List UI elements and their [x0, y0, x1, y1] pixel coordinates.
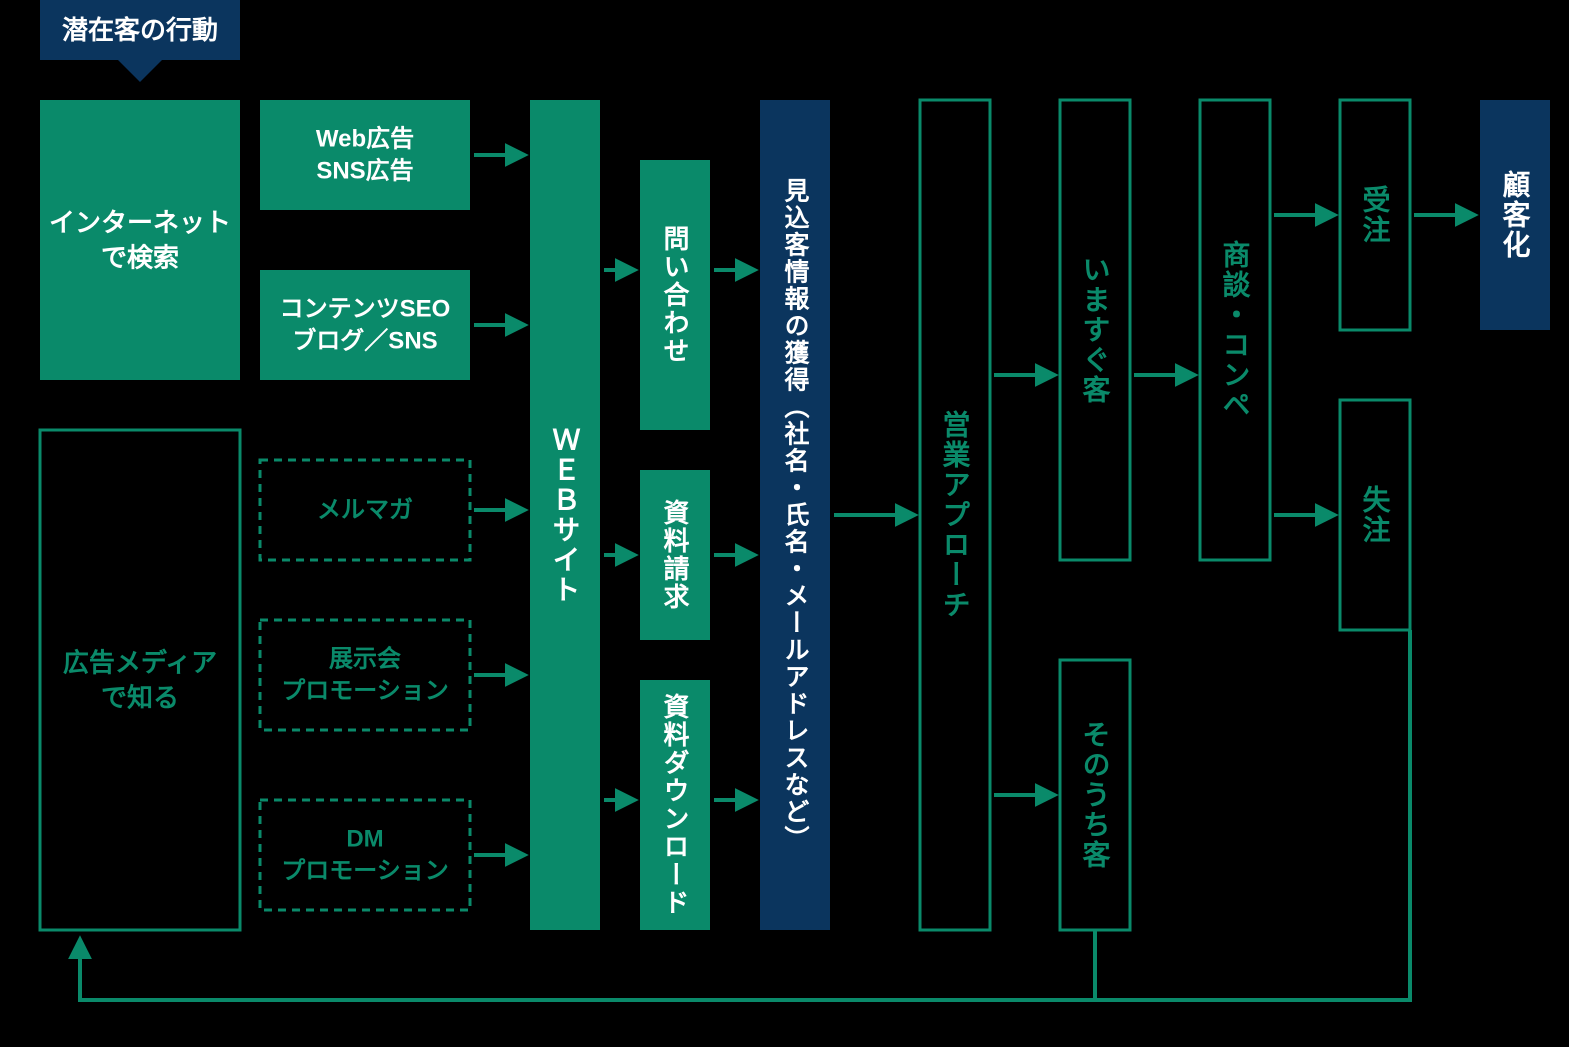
node-rect-dm [260, 800, 470, 910]
node-label-dm-line1: プロモーション [281, 858, 449, 885]
node-label-imasugu: いますぐ客 [1080, 255, 1111, 405]
node-rect-seo [260, 270, 470, 380]
header-tab-triangle-icon [118, 60, 162, 82]
node-shiryo-seikyu: 資料請求 [640, 470, 710, 640]
node-label-toiawase: 問い合わせ [660, 225, 690, 365]
node-rect-ad-media [40, 430, 240, 930]
node-juchuu: 受注 [1340, 100, 1410, 330]
node-label-web-ad-line1: SNS広告 [316, 157, 413, 185]
node-rect-tenjikai [260, 620, 470, 730]
node-label-shodan: 商談・コンペ [1220, 240, 1251, 420]
node-shodan: 商談・コンペ [1200, 100, 1270, 560]
node-tenjikai: 展示会プロモーション [260, 620, 470, 730]
node-label-juchuu: 受注 [1360, 185, 1391, 245]
node-label-eigyo: 営業アプローチ [940, 410, 971, 620]
node-eigyo: 営業アプローチ [920, 100, 990, 930]
node-label-internet-search-line1: で検索 [101, 243, 179, 273]
node-dm: DM プロモーション [260, 800, 470, 910]
node-label-ad-media-line1: で知る [101, 683, 179, 713]
node-label-ad-media-line0: 広告メディア [63, 647, 217, 677]
node-label-seo-line0: コンテンツSEO [280, 295, 451, 322]
node-shiryo-dl: 資料ダウンロード [640, 680, 710, 930]
node-internet-search: インターネットで検索 [40, 100, 240, 380]
feedback-path-0 [80, 630, 1410, 1000]
node-label-tenjikai-line1: プロモーション [281, 678, 449, 705]
node-label-shiryo-seikyu: 資料請求 [660, 499, 690, 611]
node-rect-internet-search [40, 100, 240, 380]
header-tab-label: 潜在客の行動 [62, 15, 218, 45]
node-label-kokyakuka: 顧客化 [1500, 169, 1531, 260]
node-rect-web-ad [260, 100, 470, 210]
node-mikomi: 見込客情報の獲得（社名・氏名・メールアドレスなど） [760, 100, 830, 930]
node-toiawase: 問い合わせ [640, 160, 710, 430]
node-web-ad: Web広告 SNS広告 [260, 100, 470, 210]
node-ad-media: 広告メディアで知る [40, 430, 240, 930]
node-label-website: ＷＥＢサイト [550, 425, 581, 605]
node-shitchuu: 失注 [1340, 400, 1410, 630]
node-website: ＷＥＢサイト [530, 100, 600, 930]
node-label-shiryo-dl: 資料ダウンロード [660, 693, 690, 917]
node-label-mikomi: 見込客情報の獲得（社名・氏名・メールアドレスなど） [781, 178, 811, 853]
node-imasugu: いますぐ客 [1060, 100, 1130, 560]
node-label-dm-line0: DM [346, 825, 383, 852]
node-label-tenjikai-line0: 展示会 [329, 644, 401, 672]
node-label-merumaga-line0: メルマガ [317, 497, 413, 524]
node-label-shitchuu: 失注 [1360, 485, 1391, 545]
node-label-web-ad-line0: Web広告 [316, 124, 414, 152]
node-sonouchi: そのうち客 [1060, 660, 1130, 930]
node-label-seo-line1: ブログ／SNS [292, 327, 437, 355]
node-label-sonouchi: そのうち客 [1080, 720, 1111, 870]
node-merumaga: メルマガ [260, 460, 470, 560]
node-kokyakuka: 顧客化 [1480, 100, 1550, 330]
node-label-internet-search-line0: インターネット [49, 207, 231, 237]
node-seo: コンテンツSEO ブログ／SNS [260, 270, 470, 380]
